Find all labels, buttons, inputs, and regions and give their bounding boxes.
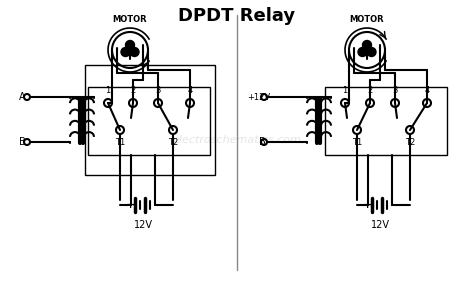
Text: B: B bbox=[18, 137, 26, 147]
Text: 3: 3 bbox=[155, 86, 161, 95]
Text: -: - bbox=[153, 198, 158, 211]
Circle shape bbox=[358, 48, 367, 56]
Text: MOTOR: MOTOR bbox=[350, 15, 384, 24]
Text: A: A bbox=[18, 92, 25, 102]
Text: electroschematics.com: electroschematics.com bbox=[173, 135, 301, 145]
Text: 4: 4 bbox=[187, 86, 192, 95]
Circle shape bbox=[121, 48, 130, 56]
Bar bbox=[325, 87, 447, 155]
Text: T2: T2 bbox=[405, 138, 415, 147]
Text: -: - bbox=[390, 198, 395, 211]
Text: 2: 2 bbox=[367, 86, 373, 95]
Text: +: + bbox=[126, 200, 135, 210]
Text: 12V: 12V bbox=[371, 220, 390, 230]
Bar bbox=[85, 65, 215, 175]
Text: 2: 2 bbox=[130, 86, 136, 95]
Text: DPDT Relay: DPDT Relay bbox=[178, 7, 296, 25]
Text: T1: T1 bbox=[115, 138, 125, 147]
Text: T2: T2 bbox=[168, 138, 178, 147]
Text: B: B bbox=[259, 137, 265, 147]
Text: +: + bbox=[363, 200, 372, 210]
Text: MOTOR: MOTOR bbox=[113, 15, 147, 24]
Text: 4: 4 bbox=[424, 86, 429, 95]
Text: 3: 3 bbox=[392, 86, 398, 95]
Text: 1: 1 bbox=[105, 86, 110, 95]
Text: 12V: 12V bbox=[134, 220, 153, 230]
Circle shape bbox=[126, 40, 135, 50]
Text: 1: 1 bbox=[342, 86, 347, 95]
Text: +12V: +12V bbox=[247, 93, 270, 101]
Circle shape bbox=[130, 48, 139, 56]
Circle shape bbox=[367, 48, 376, 56]
Text: T1: T1 bbox=[352, 138, 362, 147]
Bar bbox=[88, 87, 210, 155]
Circle shape bbox=[363, 40, 372, 50]
